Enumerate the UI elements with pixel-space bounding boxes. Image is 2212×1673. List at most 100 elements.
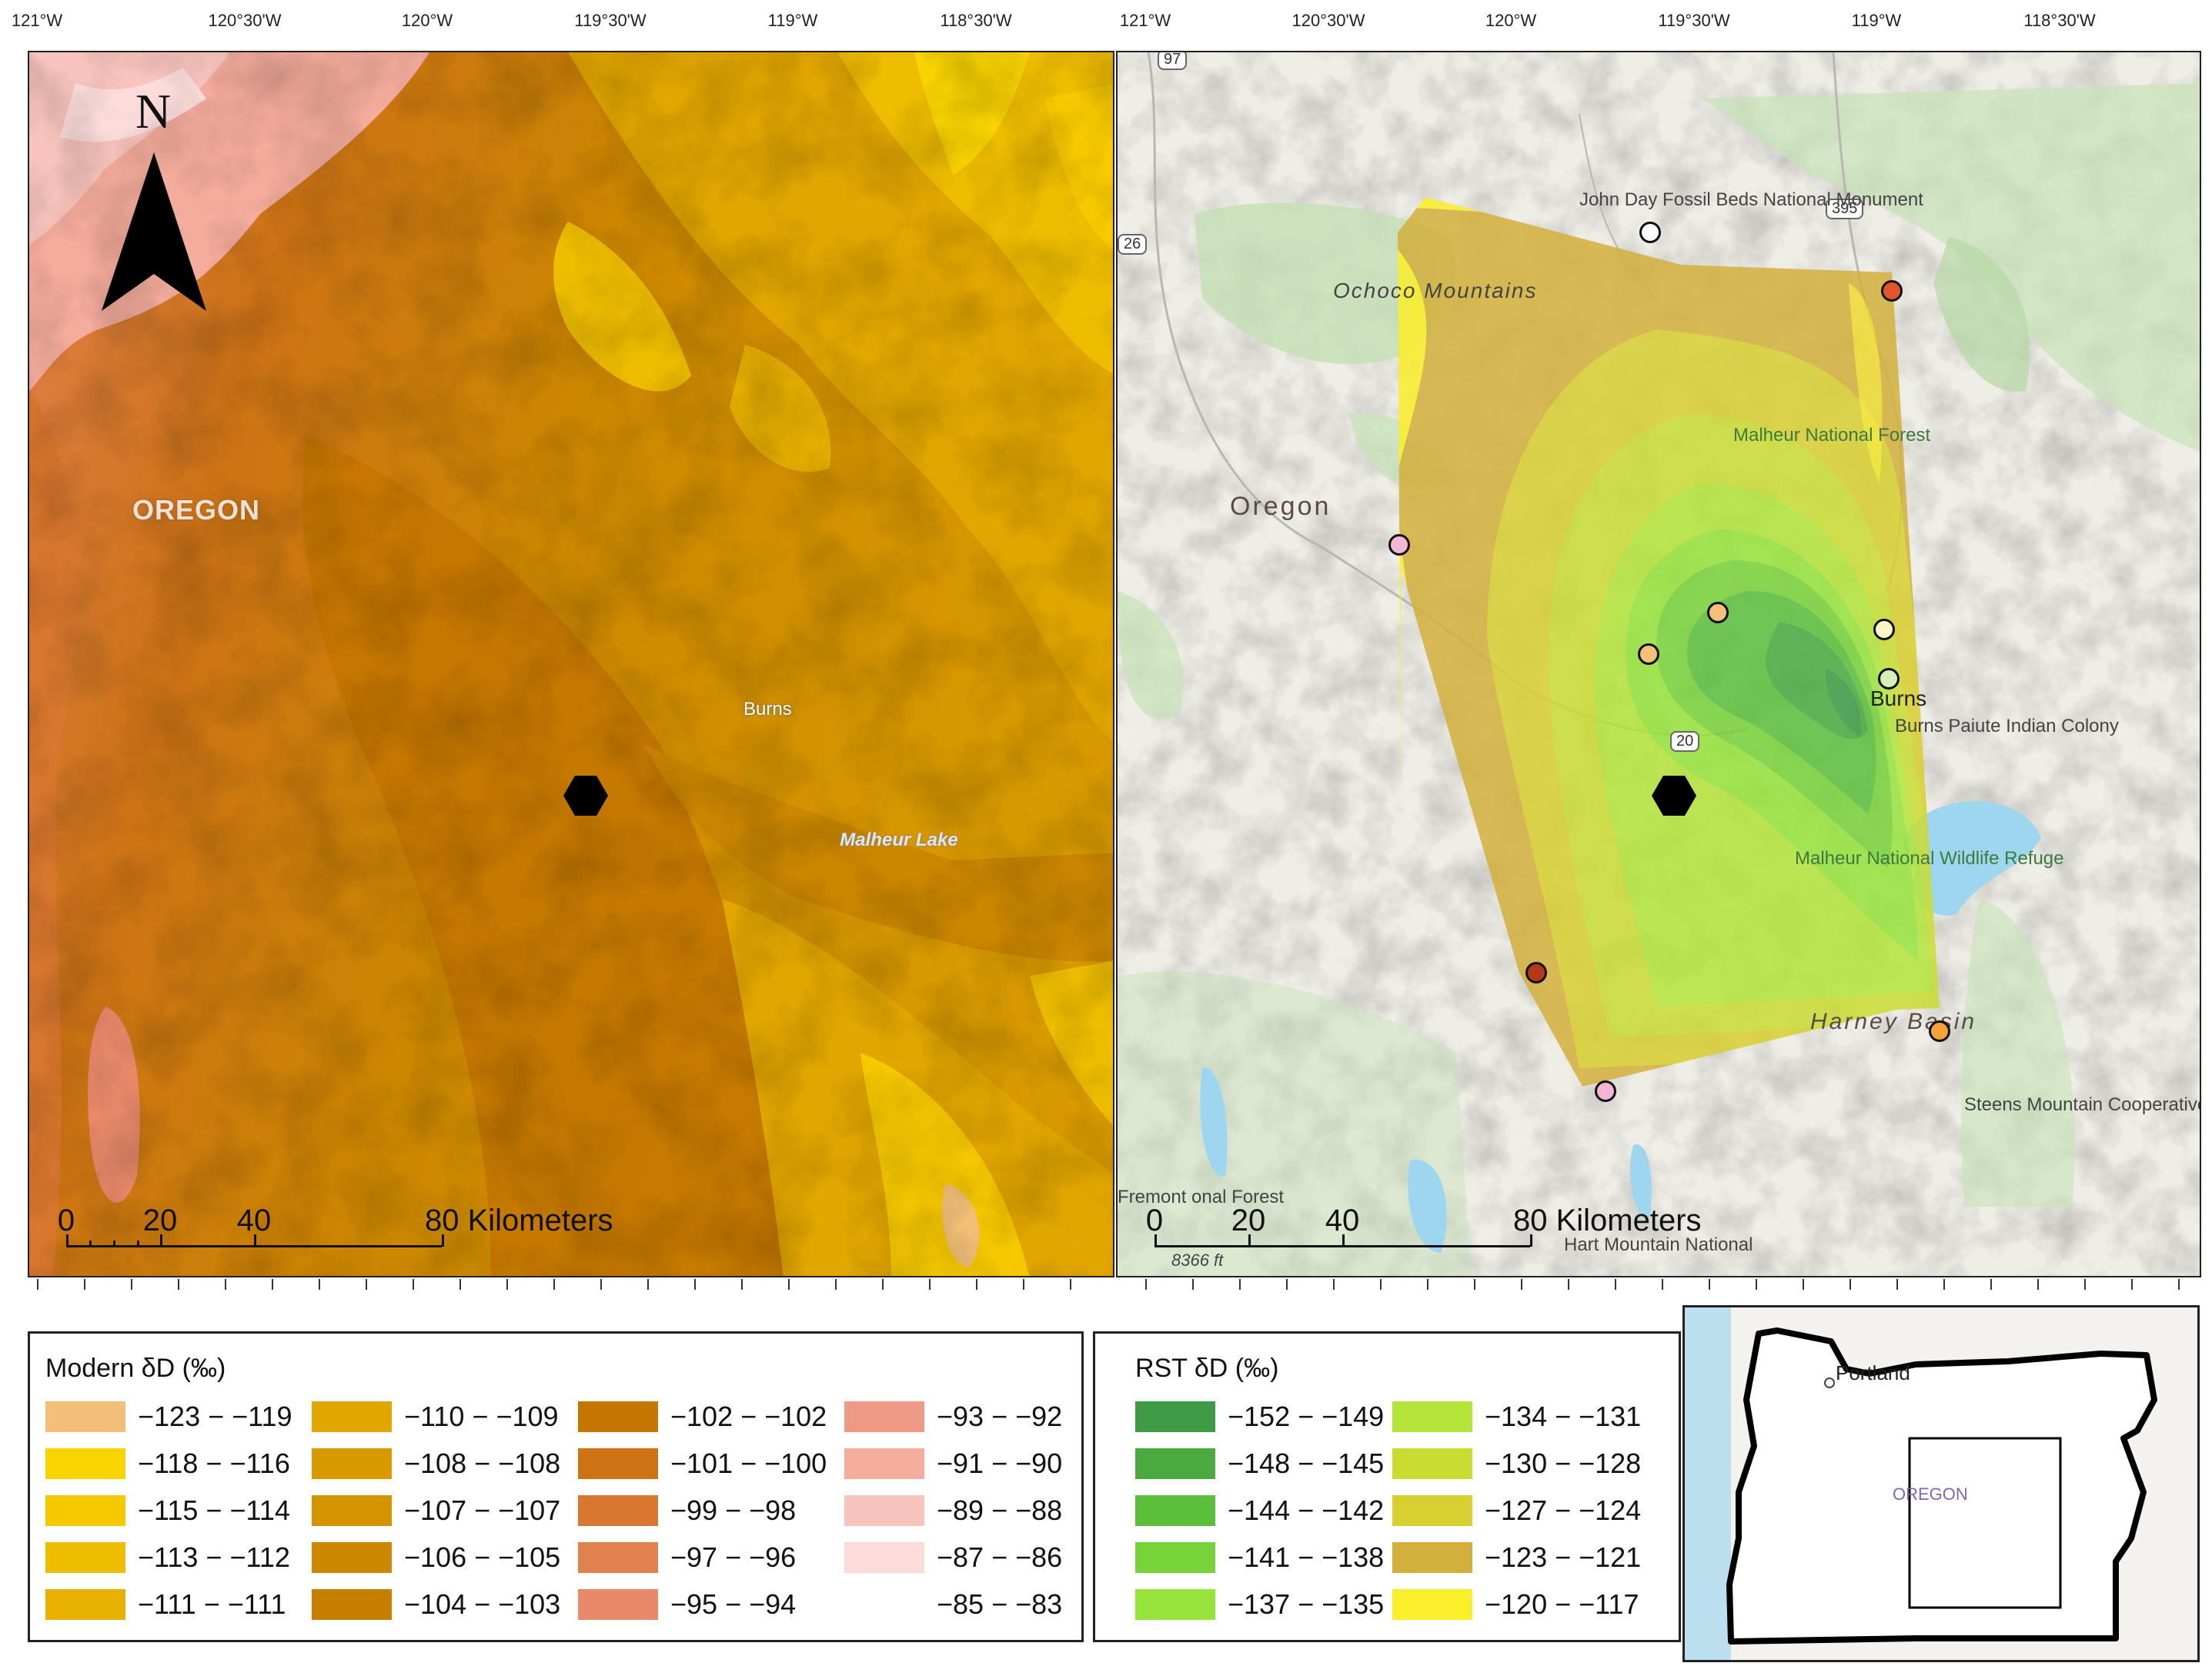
legend-swatch <box>45 1401 125 1432</box>
legend-swatch <box>312 1495 392 1526</box>
sample-point[interactable] <box>1873 619 1895 640</box>
legend-label: −127 − −124 <box>1485 1494 1642 1526</box>
place-label: Oregon <box>1230 492 1332 521</box>
legend-rst: RST δD (‰) −152 − −149 −148 − −145 −144 − … <box>1093 1331 1681 1642</box>
legend-item: −118 − −116 <box>45 1447 290 1481</box>
legend-item: −148 − −145 <box>1135 1447 1384 1481</box>
lon-label: 121°W <box>11 11 63 30</box>
sample-point[interactable] <box>1639 222 1661 243</box>
lon-label: 119°W <box>767 11 818 30</box>
place-label: Harney Basin <box>1810 1009 1977 1034</box>
legend-label: −102 − −102 <box>670 1401 827 1432</box>
legend-label: −120 − −117 <box>1485 1588 1639 1620</box>
legend-label: −95 − −94 <box>670 1588 797 1620</box>
study-site-hexagon[interactable] <box>1652 776 1696 816</box>
north-arrow-icon <box>102 152 206 311</box>
legend-swatch <box>1392 1401 1472 1432</box>
legend-item: −141 − −138 <box>1135 1541 1384 1574</box>
legend-swatch <box>312 1401 392 1432</box>
place-label: Malheur National Wildlife Refuge <box>1795 848 2064 869</box>
legend-item: −106 − −105 <box>312 1541 560 1574</box>
place-label: Hart Mountain National <box>1564 1234 1753 1255</box>
inset-map[interactable]: Portland OREGON <box>1682 1305 2200 1662</box>
scale-end-label: 80 Kilometers <box>425 1204 613 1237</box>
legend-item: −127 − −124 <box>1392 1494 1641 1528</box>
legend-item: −113 − −112 <box>45 1541 290 1574</box>
legend-item: −101 − −100 <box>578 1447 827 1481</box>
modern-dd-map[interactable]: N OREGON Burns Malheur Lake 0 20 40 80 K… <box>28 51 1114 1277</box>
legend-label: −115 − −114 <box>138 1494 290 1526</box>
sample-point[interactable] <box>1525 962 1547 983</box>
legend-label: −110 − −109 <box>404 1401 559 1432</box>
sample-point[interactable] <box>1638 643 1659 665</box>
lon-label: 120°W <box>1485 11 1537 30</box>
legend-item: −152 − −149 <box>1135 1400 1384 1434</box>
scale-tick: 40 <box>236 1204 272 1237</box>
place-label: Fremont onal Forest <box>1118 1187 1285 1207</box>
lon-label: 119°30'W <box>1658 11 1730 30</box>
city-label: Burns <box>743 699 792 720</box>
legend-swatch <box>1392 1589 1472 1620</box>
legend-label: −107 − −107 <box>404 1494 561 1526</box>
legend-item: −130 − −128 <box>1392 1447 1641 1481</box>
legend-label: −118 − −116 <box>138 1448 290 1479</box>
legend-label: −141 − −138 <box>1228 1541 1385 1573</box>
legend-item: −123 − −119 <box>45 1400 292 1434</box>
place-label: Steens Mountain Cooperative Management a… <box>1964 1094 2200 1115</box>
place-label: John Day Fossil Beds National Monument <box>1579 189 1923 211</box>
legend-label: −148 − −145 <box>1228 1448 1385 1479</box>
inset-oregon-outline <box>1685 1307 2197 1660</box>
scale-tick: 0 <box>57 1204 75 1237</box>
legend-swatch <box>578 1542 658 1573</box>
sample-point[interactable] <box>1388 534 1410 556</box>
legend-label: −130 − −128 <box>1485 1448 1642 1479</box>
route-shield: 97 <box>1158 52 1188 70</box>
study-area-box <box>1908 1437 2062 1609</box>
sample-point[interactable] <box>1878 668 1900 690</box>
legend-swatch <box>312 1448 392 1479</box>
legend-swatch <box>312 1542 392 1573</box>
rst-dd-surface <box>1398 197 1940 1087</box>
state-label: OREGON <box>132 494 261 526</box>
sample-point[interactable] <box>1929 1020 1950 1042</box>
legend-swatch <box>1135 1401 1215 1432</box>
legend-swatch <box>844 1495 924 1526</box>
place-label: Burns Paiute Indian Colony <box>1895 716 2119 736</box>
legend-item: −99 − −98 <box>578 1494 796 1528</box>
legend-swatch <box>45 1495 125 1526</box>
modern-dd-raster <box>29 52 1113 1276</box>
legend-swatch <box>1392 1542 1472 1573</box>
legend-swatch <box>844 1448 924 1479</box>
legend-item: −89 − −88 <box>844 1494 1062 1528</box>
route-shield: 20 <box>1670 731 1700 752</box>
place-label: Ochoco Mountains <box>1333 279 1538 302</box>
rst-dd-map[interactable]: 97 26 395 20 John Day Fossil Beds Nation… <box>1116 51 2201 1277</box>
place-label: 8366 ft <box>1171 1251 1224 1270</box>
legend-label: −87 − −86 <box>937 1541 1063 1573</box>
legend-label: −101 − −100 <box>670 1448 827 1479</box>
legend-label: −85 − −83 <box>937 1588 1063 1620</box>
legend-label: −89 − −88 <box>937 1494 1063 1526</box>
legend-swatch <box>45 1542 125 1573</box>
scale-tick: 20 <box>142 1204 178 1237</box>
sample-point[interactable] <box>1881 280 1903 302</box>
legend-swatch <box>1135 1448 1215 1479</box>
legend-item: −104 − −103 <box>312 1588 560 1621</box>
legend-item: −95 − −94 <box>578 1588 796 1621</box>
legend-label: −123 − −121 <box>1485 1541 1642 1573</box>
sample-point[interactable] <box>1595 1080 1616 1102</box>
legend-label: −113 − −112 <box>138 1541 290 1573</box>
legend-label: −137 − −135 <box>1228 1588 1385 1620</box>
lon-label: 121°W <box>1119 11 1171 30</box>
legend-label: −123 − −119 <box>138 1401 292 1432</box>
legend-label: −144 − −142 <box>1228 1494 1385 1526</box>
legend-label: −106 − −105 <box>404 1541 561 1573</box>
study-site-hexagon[interactable] <box>563 776 608 816</box>
sample-point[interactable] <box>1707 602 1729 623</box>
legend-item: −85 − −83 <box>844 1588 1062 1621</box>
scale-tick: 40 <box>1325 1204 1360 1237</box>
legend-item: −87 − −86 <box>844 1541 1062 1574</box>
legend-label: −108 − −108 <box>404 1448 561 1479</box>
legend-title: RST δD (‰) <box>1135 1354 1279 1383</box>
legend-swatch <box>1392 1495 1472 1526</box>
